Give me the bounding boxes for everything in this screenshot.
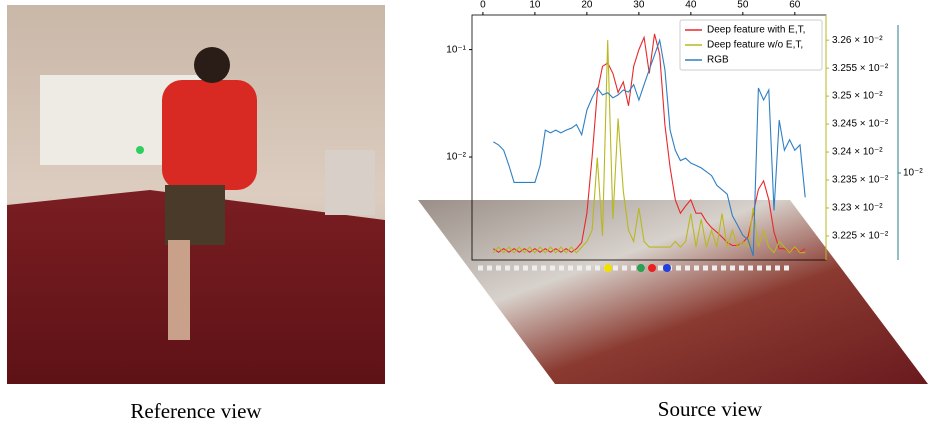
figure: 0 10 20 30 40 50 60 10⁻² 10⁻¹ 3.225 × 10⁻² 3.23 × … xyxy=(0,0,928,430)
y2-tick-label: 3.245 × 10⁻² xyxy=(832,119,889,130)
legend-label: RGB xyxy=(707,55,729,66)
y3-tick-label: 10⁻² xyxy=(903,168,923,179)
x-tick-label: 10 xyxy=(529,0,541,11)
legend-label: Deep feature with E,T, xyxy=(707,25,805,36)
y2-tick-label: 3.23 × 10⁻² xyxy=(832,203,883,214)
x-tick-label: 20 xyxy=(581,0,593,11)
y2-tick-label: 3.235 × 10⁻² xyxy=(832,175,889,186)
legend-label: Deep feature w/o E,T, xyxy=(707,40,803,51)
y2-tick-label: 3.24 × 10⁻² xyxy=(832,147,883,158)
x-tick-label: 50 xyxy=(737,0,749,11)
y2-tick-label: 3.225 × 10⁻² xyxy=(832,231,889,242)
reference-photo xyxy=(7,5,385,384)
x-tick-label: 30 xyxy=(633,0,645,11)
caption: Reference view xyxy=(130,399,262,423)
y-tick-label: 10⁻¹ xyxy=(446,44,466,55)
y2-tick-label: 3.25 × 10⁻² xyxy=(832,91,883,102)
x-tick-label: 40 xyxy=(685,0,697,11)
x-tick-label: 60 xyxy=(789,0,801,11)
x-tick-label: 0 xyxy=(480,0,486,11)
y2-tick-label: 3.255 × 10⁻² xyxy=(832,63,889,74)
y-tick-label: 10⁻² xyxy=(446,152,466,163)
caption: Source view xyxy=(658,397,763,421)
y2-tick-label: 3.26 × 10⁻² xyxy=(832,35,883,46)
source-photo xyxy=(418,200,928,384)
